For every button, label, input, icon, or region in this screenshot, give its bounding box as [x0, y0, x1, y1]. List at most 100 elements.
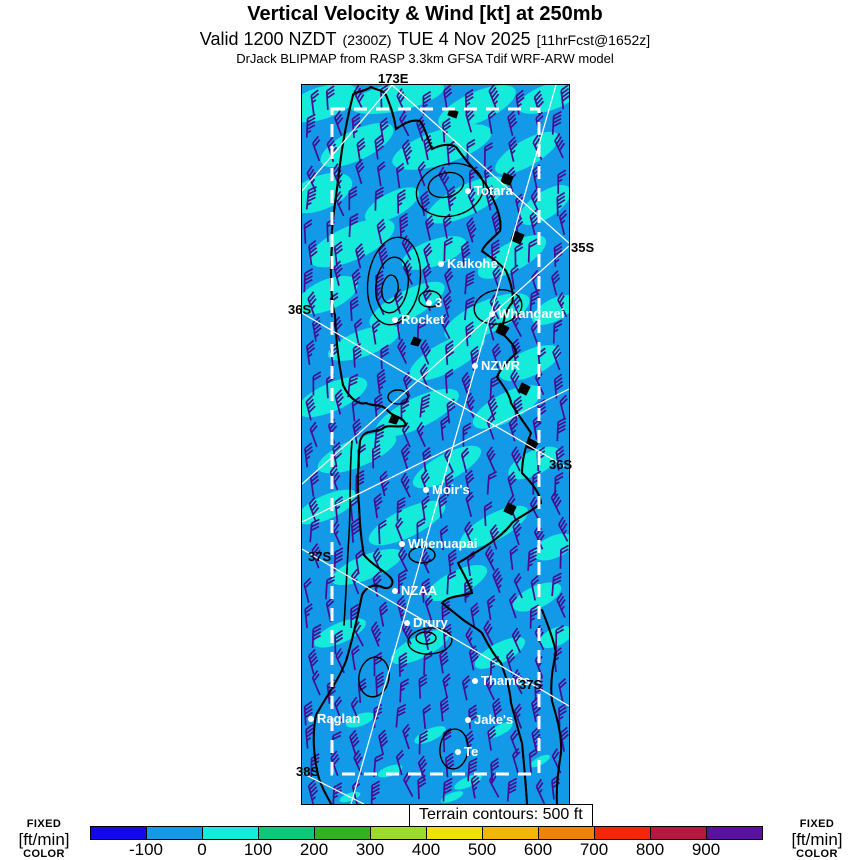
wind-barb	[462, 422, 472, 447]
wind-barb	[508, 592, 518, 619]
wind-barb	[372, 547, 383, 574]
wind-barb	[486, 470, 498, 495]
wind-barb	[439, 648, 449, 674]
wind-barb	[557, 291, 568, 318]
grid-label-35s: 35S	[571, 240, 595, 255]
wind-barb	[397, 189, 406, 214]
wind-barb	[402, 371, 413, 398]
wind-barb	[353, 749, 363, 776]
wind-barb	[422, 446, 432, 472]
colorbar-segment	[203, 827, 259, 839]
wind-barb	[355, 243, 366, 269]
wind-barb	[510, 368, 521, 395]
wind-barb	[379, 470, 390, 497]
wind-barb	[424, 595, 434, 621]
wind-barb	[512, 519, 522, 546]
map-canvas	[302, 85, 569, 804]
colorbar-segment	[595, 827, 651, 839]
site-name: Raglan	[317, 711, 361, 726]
wind-barb	[416, 517, 426, 543]
wind-barb	[329, 342, 339, 368]
site-name: Whenuapai	[408, 536, 478, 551]
wind-barb	[370, 621, 382, 647]
wind-barb	[515, 89, 525, 115]
wind-barb	[507, 471, 517, 497]
wind-barb	[417, 160, 426, 187]
wind-barb	[333, 260, 343, 286]
wind-barb	[532, 164, 542, 190]
wind-barb	[440, 415, 449, 441]
wind-barb	[374, 134, 385, 160]
site-name: Thames	[481, 673, 531, 688]
wind-barb	[511, 627, 522, 653]
wind-barb	[357, 678, 367, 703]
wind-barb	[303, 268, 314, 293]
wind-barb	[303, 577, 312, 603]
wind-barb	[400, 472, 411, 498]
wind-barb	[373, 393, 384, 419]
wind-barb	[486, 594, 496, 621]
wind-barb	[376, 218, 386, 245]
wind-barb	[325, 85, 335, 110]
wind-barb	[375, 671, 385, 697]
colorbar-tick: 800	[635, 840, 665, 859]
colorbar-tick: 200	[299, 840, 329, 859]
wind-barb	[531, 696, 542, 722]
wind-barb	[378, 601, 389, 627]
wind-barb	[531, 726, 542, 752]
wind-barb	[420, 469, 431, 495]
wind-barb	[420, 190, 431, 216]
wind-barb	[351, 645, 360, 671]
wind-barb	[444, 752, 455, 778]
wind-barb	[488, 772, 500, 798]
wind-barb	[356, 137, 366, 163]
wind-barb	[423, 242, 433, 269]
wind-barb	[490, 239, 501, 264]
wind-barb	[558, 516, 569, 542]
wind-barb	[396, 496, 406, 521]
wind-barb	[446, 398, 456, 424]
wind-barb	[348, 213, 359, 238]
wind-barb	[530, 320, 539, 347]
wind-barb	[486, 414, 495, 440]
wind-barb	[464, 296, 475, 321]
islands	[388, 108, 539, 516]
fixed-label-left: FIXED	[26, 818, 62, 830]
wind-barb	[379, 117, 389, 143]
wind-barb	[307, 779, 319, 804]
wind-barb	[303, 219, 313, 244]
colorbar-segment	[539, 827, 595, 839]
wind-barb	[492, 697, 503, 724]
header: Vertical Velocity & Wind [kt] at 250mb V…	[0, 3, 850, 67]
wind-barb	[371, 319, 381, 345]
wind-barb	[558, 209, 568, 236]
site-name: NZAA	[401, 583, 438, 598]
wind-barb	[491, 210, 502, 236]
wind-barb	[550, 270, 561, 296]
wind-barb	[349, 496, 359, 522]
wind-barb	[419, 393, 431, 418]
wind-barb	[310, 89, 320, 115]
wind-barb	[550, 489, 562, 516]
wind-barb	[487, 315, 498, 341]
grid-label-37s: 37S	[519, 677, 543, 692]
wind-barb	[553, 373, 564, 399]
grid-label-36s: 36S	[288, 302, 312, 317]
wind-barb	[509, 544, 519, 570]
wind-barb	[464, 270, 475, 295]
site-dot	[392, 317, 398, 323]
wind-barb	[439, 525, 449, 551]
wind-barb	[403, 771, 414, 797]
wind-barb	[442, 623, 452, 649]
valid-fcst: [11hrFcst@1652z]	[536, 32, 651, 48]
wind-barb	[399, 212, 409, 238]
site-dot	[465, 717, 471, 723]
valid-zulu: (2300Z)	[342, 32, 392, 48]
wind-barb	[334, 496, 344, 521]
wind-barb	[487, 725, 497, 751]
wind-barb	[422, 703, 432, 729]
wind-barb	[510, 264, 520, 290]
wind-barb	[308, 496, 320, 523]
color-label-left: COLOR	[23, 848, 65, 860]
wind-barb	[487, 394, 499, 421]
